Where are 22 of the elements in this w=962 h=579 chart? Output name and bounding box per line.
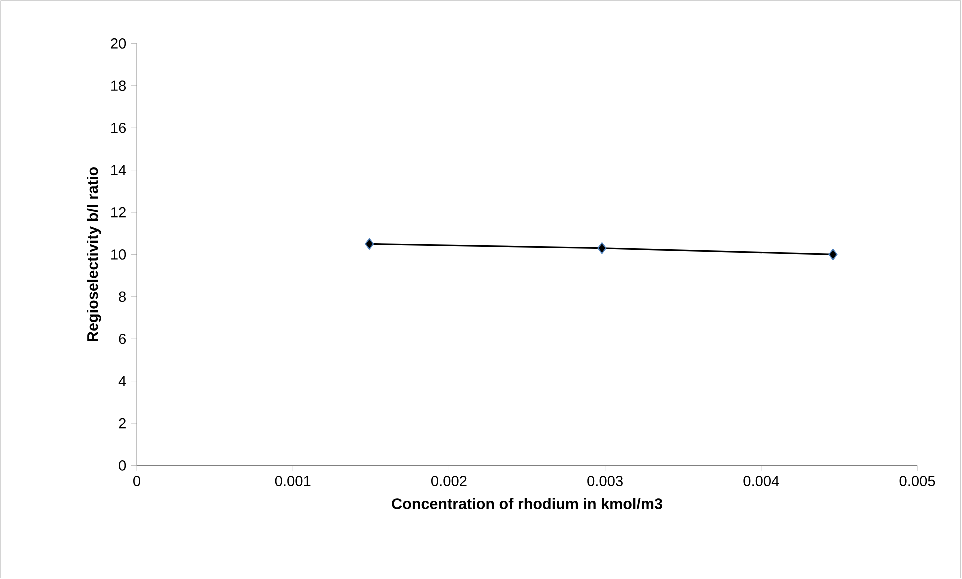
point	[828, 248, 838, 260]
point	[598, 242, 607, 254]
y-axis-title: Regioselectivity b/l ratio	[87, 167, 102, 342]
y-tick-label: 14	[112, 165, 126, 176]
y-tick-label: 0	[119, 460, 126, 471]
y-tick-label: 20	[111, 38, 126, 49]
y-tick-label: 8	[119, 292, 126, 302]
x-axis-title: Concentration of rhodium in kmol/m3	[392, 498, 662, 510]
x-tick-label: 0	[134, 476, 141, 486]
x-tick-label: 0.002	[432, 476, 467, 486]
y-tick-label: 18	[112, 80, 126, 91]
y-tick-label: 12	[112, 207, 126, 218]
y-tick-label: 4	[118, 376, 126, 386]
x-tick-label: 0.003	[588, 476, 623, 486]
x-tick-label: 0.004	[744, 476, 780, 486]
y-tick-label: 10	[112, 249, 126, 260]
x-tick-label: 0.001	[275, 476, 311, 486]
y-tick-label: 6	[119, 334, 126, 344]
point	[365, 238, 374, 250]
y-tick-label: 2	[119, 418, 126, 428]
y-tick-label: 16	[112, 122, 126, 134]
x-tick-label: 0.005	[900, 476, 936, 486]
